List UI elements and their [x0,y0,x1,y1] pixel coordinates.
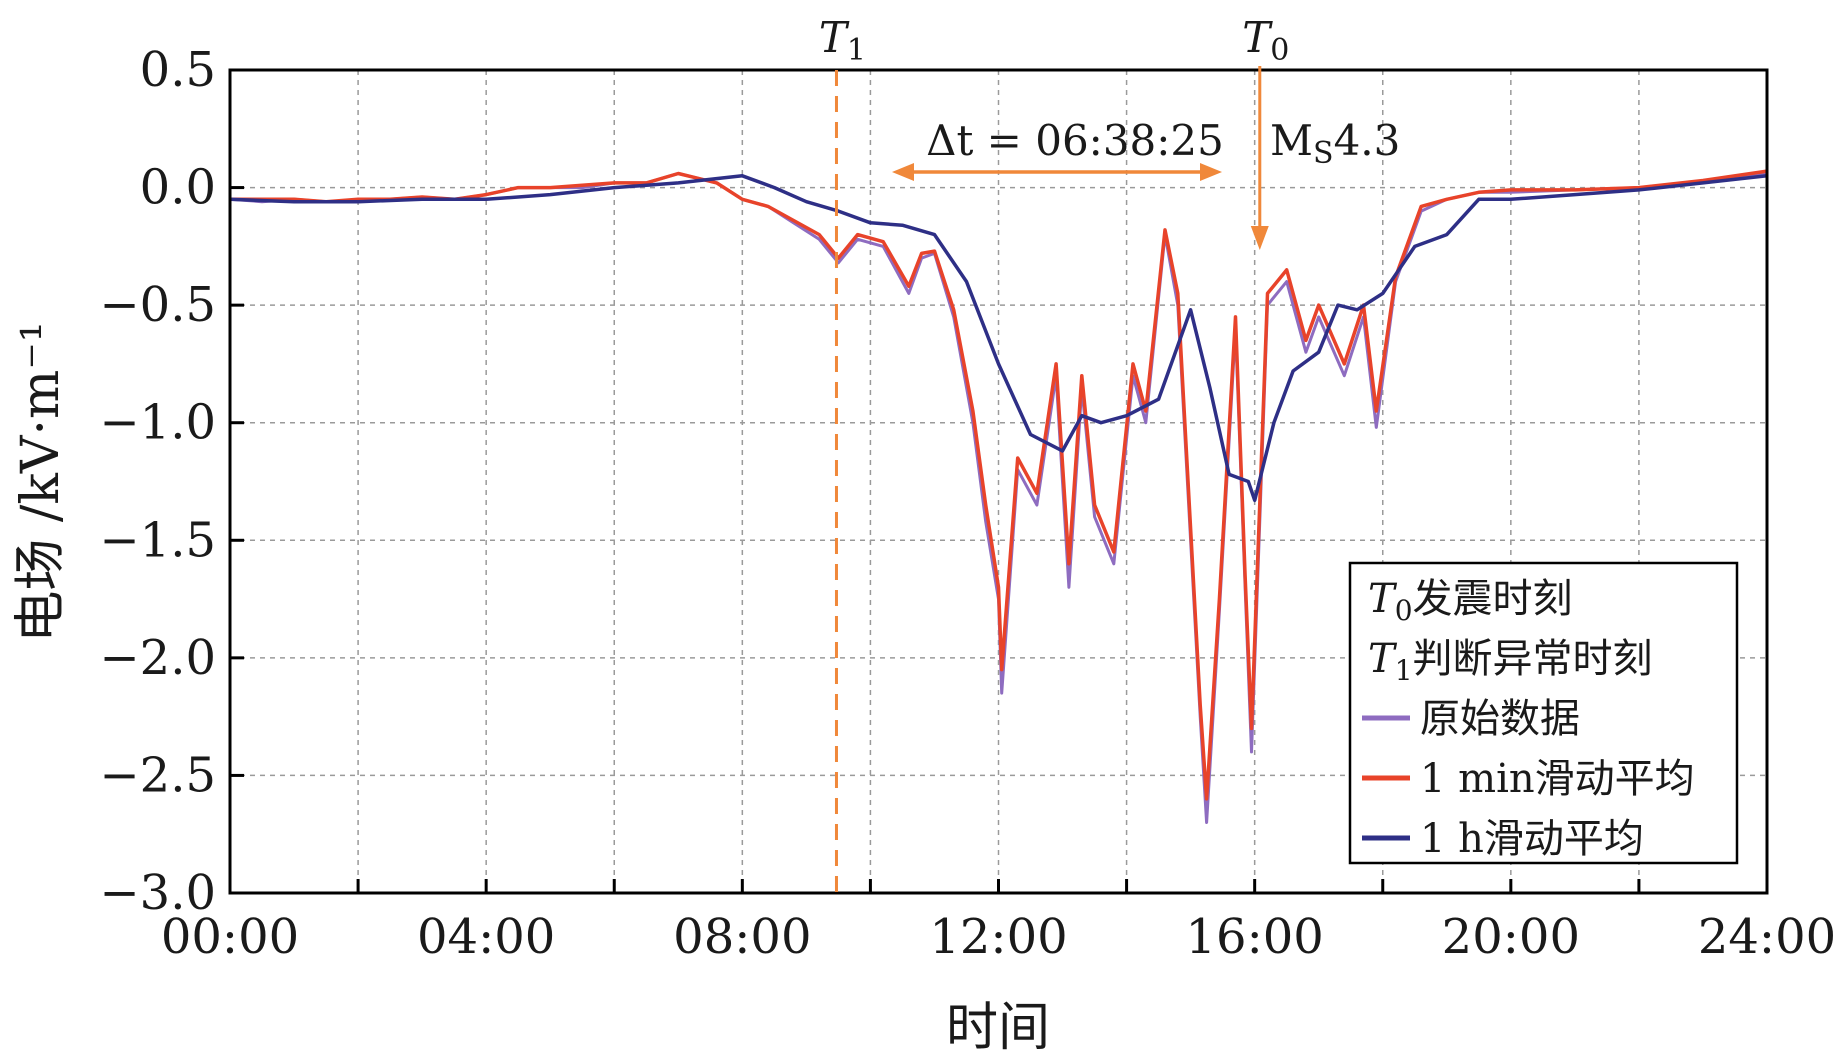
y-tick-label: −2.5 [99,747,216,803]
x-tick-label: 00:00 [161,909,299,965]
y-tick-label: −3.0 [99,865,216,921]
x-tick-label: 12:00 [929,909,1067,965]
x-tick-label: 08:00 [673,909,811,965]
x-axis-label: 时间 [946,998,1050,1058]
t0-arrow [1250,66,1269,250]
y-tick-label: −2.0 [99,630,216,686]
t1-symbol: T [819,13,850,62]
series-line-raw [229,172,1768,824]
legend-t0-subscript: 0 [1395,594,1413,627]
legend-t1-symbol: T [1368,636,1398,682]
legend-1h-label: 1 h滑动平均 [1420,816,1644,862]
x-tick-label: 20:00 [1442,909,1580,965]
legend-raw-label: 原始数据 [1420,696,1580,742]
series-line-1h [229,174,1768,503]
y-tick-label: 0.5 [140,42,216,98]
y-axis-label: 电场 /kV·m⁻¹ [11,321,71,642]
delta-t-label: Δt = 06:38:25 [926,116,1224,165]
magnitude-value: 4.3 [1334,116,1401,165]
legend-t0: T0发震时刻 [1368,576,1573,627]
x-tick-label: 24:00 [1698,909,1836,965]
y-tick-label: 0.0 [140,160,216,216]
y-tick-label: −1.0 [99,395,216,451]
magnitude-subscript: S [1313,136,1334,171]
t1-subscript: 1 [847,33,866,68]
t0-symbol: T [1242,13,1273,62]
legend-t0-text: 发震时刻 [1413,576,1573,622]
x-tick-label: 16:00 [1186,909,1324,965]
y-tick-label: −0.5 [99,277,216,333]
legend-1min-label: 1 min滑动平均 [1420,756,1695,802]
t0-marker-label: T0 [1242,13,1289,68]
t0-arrow-head [1250,226,1269,250]
legend-t1-subscript: 1 [1395,654,1413,687]
y-tick-label: −1.5 [99,512,216,568]
axis-ticks: 00:00 04:00 08:00 12:00 16:00 20:00 24:00 0.5 0.… [99,42,1836,965]
delta-arrow-head-left [892,163,914,181]
legend: T0发震时刻 T1判断异常时刻 原始数据 1 min滑动平均 1 h滑动平均 [1348,561,1739,865]
magnitude-symbol: M [1270,116,1313,165]
series-layer [229,169,1768,824]
t1-marker-label: T1 [819,13,866,68]
magnitude-label: MS4.3 [1270,116,1400,171]
series-line-1min [230,169,1768,801]
t0-subscript: 0 [1270,33,1289,68]
delta-arrow-head-right [1200,163,1222,181]
x-tick-label: 04:00 [417,909,555,965]
legend-t1-text: 判断异常时刻 [1413,636,1653,682]
legend-t1: T1判断异常时刻 [1368,636,1653,687]
legend-box [1348,561,1739,865]
legend-t0-symbol: T [1368,576,1398,622]
delta-t-arrow [892,163,1222,181]
